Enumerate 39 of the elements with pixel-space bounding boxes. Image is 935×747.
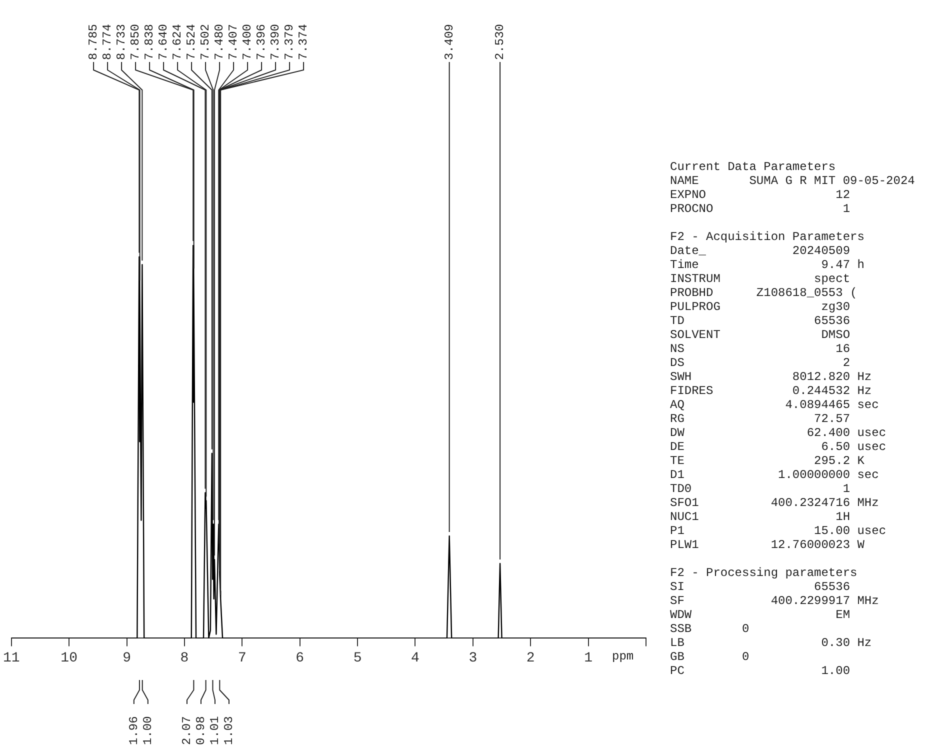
x-tick-label: 8 [180,650,189,666]
annotation: 3.409 [442,24,457,60]
x-tick-label: 6 [296,650,304,666]
annotation: 7.396 [254,24,269,60]
annotation: 7.502 [198,24,213,60]
annotation: 7.374 [296,24,311,60]
annotation: 7.400 [240,24,255,60]
annotation: 2.530 [493,24,508,60]
annotation: 7.379 [282,24,297,60]
annotation: 1.01 [208,716,222,745]
annotation: 7.480 [212,24,227,60]
text: F2 - Acquisition Parameters Date_ 20240509 Time 9.47 h INSTRUM spect PROBHD Z108618_0553 ( PULPROG zg30 TD 65536 SOLVENT DMSO NS 16 DS 2 SWH 8012.820 Hz FIDRES 0.244532 Hz AQ 4.0894465 sec RG 72.57 DW 62.400 usec DE 6.50 usec TE 295.2 K D1 1.00000000 sec TD0 1 SFO1 400.2324716 MHz NUC1 1H P1 15.00 usec PLW1 12.76000023 W [670,230,886,552]
x-tick-label: 10 [60,650,78,666]
annotation: 7.407 [226,24,241,60]
x-tick-label: 2 [526,650,535,666]
annotation: 8.785 [86,24,101,60]
annotation: 2.07 [180,716,194,745]
annotation: 8.733 [114,24,129,60]
annotation: 0.98 [194,716,208,745]
annotation: 7.640 [156,24,171,60]
annotation: 1.00 [141,716,156,745]
x-tick-label: 5 [353,650,362,666]
annotation: 7.850 [128,24,143,60]
annotation: 1.03 [222,716,236,745]
annotation: 7.390 [268,24,283,60]
x-tick-label: 1 [584,650,593,666]
x-axis-title: ppm [612,649,634,664]
x-tick-label: 9 [122,650,131,666]
annotation: 8.774 [100,24,115,60]
annotation: 1.96 [127,716,142,745]
x-tick-label: 7 [238,650,246,666]
text: Current Data Parameters NAME SUMA G R MIT 09-05-2024 EXPNO 12 PROCNO 1 [670,160,915,216]
annotation: 7.624 [170,24,185,60]
text: F2 - Processing parameters SI 65536 SF 400.2299917 MHz WDW EM SSB 0 LB 0.30 Hz GB 0 PC 1.00 [670,566,880,678]
x-tick-label: 11 [2,650,20,666]
x-tick-label: 3 [468,650,478,666]
annotation: 7.838 [142,24,157,60]
x-tick-label: 4 [411,650,420,666]
annotation: 7.524 [184,24,199,60]
